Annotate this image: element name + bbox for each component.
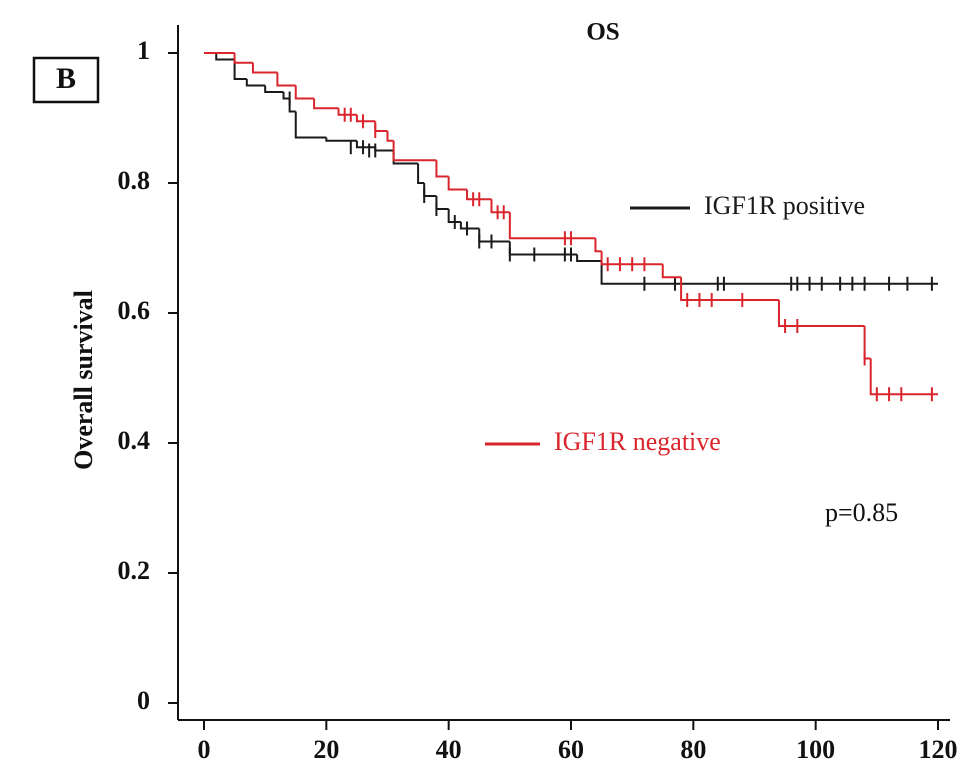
panel-label: B — [56, 62, 76, 95]
survival-step — [276, 72, 296, 87]
survival-step — [245, 79, 266, 87]
x-tick-label: 0 — [198, 735, 211, 764]
survival-step — [386, 131, 394, 142]
survival-step — [355, 114, 376, 123]
survival-step — [423, 183, 437, 197]
y-tick-label: 0 — [137, 686, 150, 715]
survival-step — [355, 140, 376, 149]
y-tick-label: 0.6 — [118, 296, 151, 325]
survival-step — [478, 228, 510, 243]
legend-label: IGF1R negative — [554, 427, 721, 456]
survival-step — [325, 137, 357, 142]
survival-step — [869, 358, 938, 396]
survival-step — [374, 121, 388, 132]
p-value: p=0.85 — [825, 498, 898, 527]
survival-step — [215, 53, 235, 61]
survival-step — [680, 277, 779, 301]
x-tick-label: 60 — [558, 735, 584, 764]
y-axis-label: Overall survival — [69, 290, 98, 470]
x-tick-label: 40 — [436, 735, 462, 764]
y-tick-label: 0.4 — [118, 426, 151, 455]
survival-step — [508, 241, 578, 256]
panel-box — [32, 56, 100, 104]
x-tick-label: 80 — [680, 735, 706, 764]
survival-step — [435, 196, 449, 210]
survival-step — [251, 62, 278, 74]
survival-step — [600, 261, 938, 285]
survival-step — [447, 176, 468, 191]
survival-step — [282, 92, 290, 100]
legend-label: IGF1R positive — [704, 191, 865, 220]
survival-step — [594, 238, 602, 253]
x-tick-label: 100 — [796, 735, 835, 764]
y-tick-label: 1 — [137, 36, 150, 65]
x-tick-label: 120 — [919, 735, 958, 764]
chart-title: OS — [586, 19, 619, 46]
survival-step — [508, 212, 596, 240]
survival-step — [313, 98, 339, 110]
survival-step — [294, 85, 315, 100]
survival-step — [466, 189, 492, 201]
survival-step — [435, 160, 449, 178]
survival-step — [777, 300, 865, 327]
survival-step — [600, 251, 663, 266]
survival-step — [490, 199, 510, 214]
survival-step — [417, 163, 425, 184]
survival-step — [264, 85, 284, 93]
y-tick-label: 0.2 — [118, 556, 151, 585]
survival-step — [576, 254, 602, 262]
survival-step — [294, 111, 327, 139]
y-tick-label: 0.8 — [118, 166, 151, 195]
survival-step — [392, 140, 437, 162]
survival-step — [447, 209, 461, 223]
survival-step — [392, 150, 419, 165]
survival-step — [233, 59, 247, 80]
survival-step — [374, 147, 394, 152]
survival-step — [233, 53, 253, 64]
survival-step — [661, 264, 682, 279]
survival-step — [459, 222, 480, 230]
survival-step — [337, 108, 357, 116]
x-tick-label: 20 — [313, 735, 339, 764]
